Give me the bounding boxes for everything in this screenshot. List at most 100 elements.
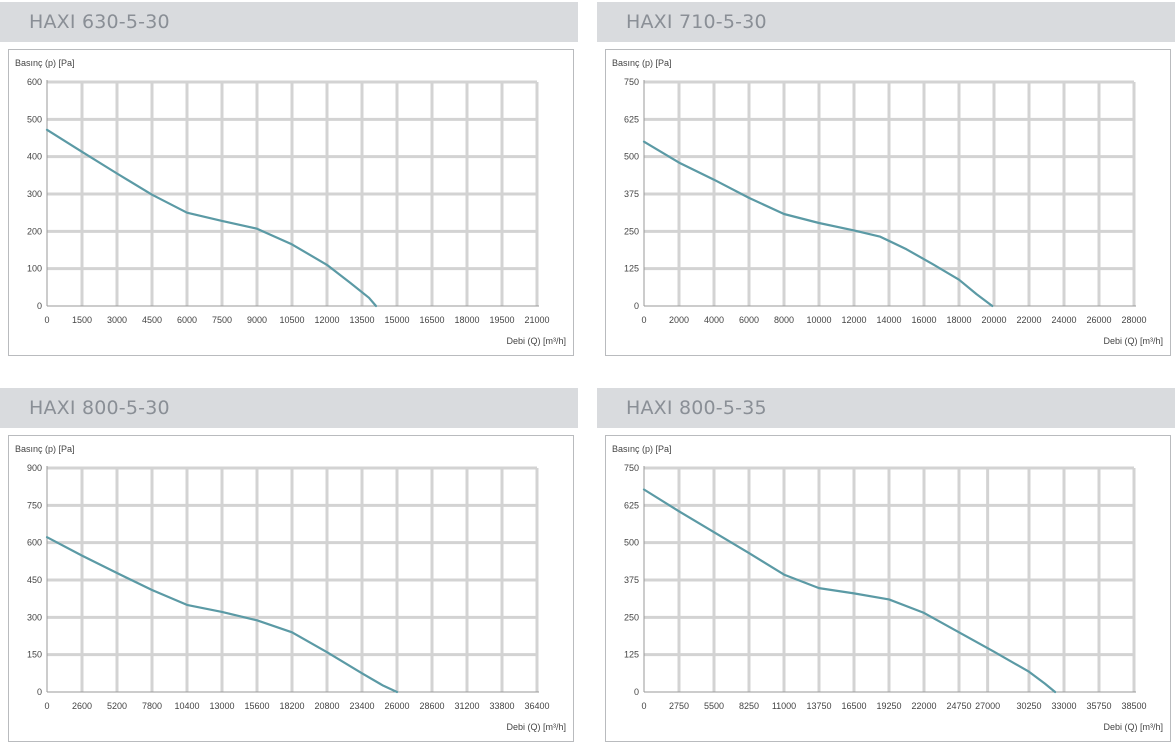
x-tick-label: 18000 xyxy=(454,315,479,325)
x-tick-label: 26000 xyxy=(384,701,409,711)
y-tick-label: 125 xyxy=(624,264,639,274)
y-tick-label: 0 xyxy=(634,301,639,311)
chart-title: HAXI 710-5-30 xyxy=(626,11,767,33)
x-tick-label: 4500 xyxy=(142,315,162,325)
performance-curve xyxy=(642,140,994,308)
x-tick-label: 10500 xyxy=(279,315,304,325)
chart-header: HAXI 800-5-30 xyxy=(0,388,578,428)
y-axis-title: Basınç (p) [Pa] xyxy=(612,58,672,68)
y-tick-label: 250 xyxy=(624,226,639,236)
y-tick-label: 300 xyxy=(27,612,42,622)
x-tick-label: 20000 xyxy=(981,315,1006,325)
chart-frame: 0 100 200 300 400 500 600 0 1500 3000 4500 6000 7500… xyxy=(8,49,574,356)
performance-curve xyxy=(642,488,1057,694)
y-tick-label: 250 xyxy=(624,612,639,622)
x-tick-label: 15000 xyxy=(384,315,409,325)
chart-title: HAXI 800-5-35 xyxy=(626,397,767,419)
x-tick-label: 27000 xyxy=(975,701,1000,711)
x-tick-label: 33000 xyxy=(1051,701,1076,711)
x-tick-label: 12000 xyxy=(841,315,866,325)
y-tick-label: 500 xyxy=(624,152,639,162)
chart-header: HAXI 710-5-30 xyxy=(597,2,1175,42)
x-tick-label: 2750 xyxy=(669,701,689,711)
y-tick-label: 600 xyxy=(27,77,42,87)
x-tick-label: 10000 xyxy=(806,315,831,325)
y-tick-label: 500 xyxy=(624,538,639,548)
y-tick-label: 625 xyxy=(624,500,639,510)
x-tick-label: 0 xyxy=(44,701,49,711)
x-tick-label: 30250 xyxy=(1016,701,1041,711)
x-tick-label: 5500 xyxy=(704,701,724,711)
y-tick-label: 750 xyxy=(624,463,639,473)
x-tick-label: 1500 xyxy=(72,315,92,325)
x-tick-label: 16000 xyxy=(911,315,936,325)
x-tick-label: 33800 xyxy=(489,701,514,711)
x-tick-label: 8000 xyxy=(774,315,794,325)
y-tick-label: 300 xyxy=(27,189,42,199)
x-tick-label: 36400 xyxy=(524,701,549,711)
chart-panel-1: HAXI 630-5-30 0 100 200 300 400 500 600 0 1500 30… xyxy=(0,2,578,360)
x-tick-label: 16500 xyxy=(841,701,866,711)
x-tick-label: 24000 xyxy=(1051,315,1076,325)
chart-header: HAXI 630-5-30 xyxy=(0,2,578,42)
performance-chart-2: 0 125 250 375 500 625 750 0 2000 4000 6000 8000 1000… xyxy=(612,58,1163,346)
x-tick-label: 38500 xyxy=(1121,701,1146,711)
x-axis-title: Debi (Q) [m³/h] xyxy=(1103,722,1163,732)
x-tick-label: 12000 xyxy=(314,315,339,325)
x-axis-title: Debi (Q) [m³/h] xyxy=(1103,336,1163,346)
chart-frame: 0 125 250 375 500 625 750 0 2750 5500 8250 11000 137… xyxy=(605,435,1171,742)
x-tick-label: 28000 xyxy=(1121,315,1146,325)
y-tick-label: 150 xyxy=(27,650,42,660)
x-tick-label: 19500 xyxy=(489,315,514,325)
x-tick-label: 14000 xyxy=(876,315,901,325)
y-tick-label: 750 xyxy=(27,500,42,510)
y-tick-label: 375 xyxy=(624,189,639,199)
x-tick-label: 31200 xyxy=(454,701,479,711)
chart-title: HAXI 800-5-30 xyxy=(29,397,170,419)
chart-frame: 0 150 300 450 600 750 900 0 2600 5200 7800 10400 130… xyxy=(8,435,574,742)
x-tick-label: 5200 xyxy=(107,701,127,711)
x-tick-label: 10400 xyxy=(174,701,199,711)
y-axis-title: Basınç (p) [Pa] xyxy=(612,444,672,454)
x-tick-label: 2000 xyxy=(669,315,689,325)
performance-chart-3: 0 150 300 450 600 750 900 0 2600 5200 7800 10400 130… xyxy=(15,444,566,732)
x-tick-label: 23400 xyxy=(349,701,374,711)
performance-curve xyxy=(45,536,399,694)
chart-panel-3: HAXI 800-5-30 0 150 300 450 600 750 900 0 2600 52… xyxy=(0,388,578,746)
x-tick-label: 3000 xyxy=(107,315,127,325)
y-tick-label: 0 xyxy=(37,687,42,697)
x-tick-label: 7500 xyxy=(212,315,232,325)
x-tick-label: 2600 xyxy=(72,701,92,711)
x-tick-label: 4000 xyxy=(704,315,724,325)
x-tick-label: 24750 xyxy=(946,701,971,711)
chart-title: HAXI 630-5-30 xyxy=(29,11,170,33)
y-tick-label: 375 xyxy=(624,575,639,585)
chart-header: HAXI 800-5-35 xyxy=(597,388,1175,428)
y-tick-label: 450 xyxy=(27,575,42,585)
y-tick-label: 750 xyxy=(624,77,639,87)
x-tick-label: 13500 xyxy=(349,315,374,325)
y-tick-label: 600 xyxy=(27,538,42,548)
x-tick-label: 18000 xyxy=(946,315,971,325)
y-axis-title: Basınç (p) [Pa] xyxy=(15,58,75,68)
y-tick-label: 500 xyxy=(27,114,42,124)
y-tick-label: 100 xyxy=(27,264,42,274)
x-tick-label: 22000 xyxy=(1016,315,1041,325)
y-tick-label: 400 xyxy=(27,152,42,162)
y-tick-label: 0 xyxy=(634,687,639,697)
chart-frame: 0 125 250 375 500 625 750 0 2000 4000 6000 8000 1000… xyxy=(605,49,1171,356)
x-tick-label: 22000 xyxy=(911,701,936,711)
x-tick-label: 13750 xyxy=(806,701,831,711)
y-tick-label: 900 xyxy=(27,463,42,473)
chart-panel-4: HAXI 800-5-35 0 125 250 375 500 625 750 0 2750 55… xyxy=(597,388,1175,746)
x-tick-label: 8250 xyxy=(739,701,759,711)
x-tick-label: 0 xyxy=(641,315,646,325)
x-tick-label: 18200 xyxy=(279,701,304,711)
x-tick-label: 20800 xyxy=(314,701,339,711)
performance-curve xyxy=(45,128,378,308)
x-axis-title: Debi (Q) [m³/h] xyxy=(506,336,566,346)
x-tick-label: 0 xyxy=(44,315,49,325)
y-tick-label: 200 xyxy=(27,226,42,236)
x-tick-label: 0 xyxy=(641,701,646,711)
